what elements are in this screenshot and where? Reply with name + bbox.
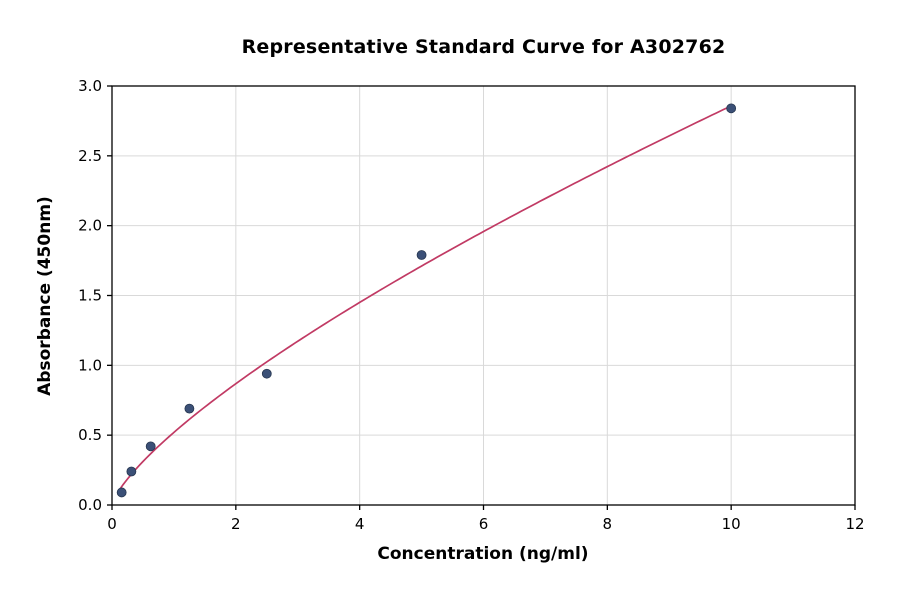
data-point [116,487,127,498]
chart-title: Representative Standard Curve for A30276… [241,36,726,58]
y-tick-label: 0.5 [78,426,102,444]
x-tick-label: 2 [231,515,241,533]
fit-curve [118,105,733,491]
data-point [726,103,737,114]
data-point [126,466,137,477]
y-tick-label: 0.0 [78,496,102,514]
x-tick-label: 10 [722,515,741,533]
y-tick-label: 3.0 [78,77,102,95]
y-tick-label: 1.0 [78,356,102,374]
y-tick-label: 2.0 [78,217,102,235]
data-point [261,368,272,379]
data-point [145,441,156,452]
x-tick-label: 0 [107,515,117,533]
x-tick-label: 12 [845,515,864,533]
x-tick-label: 8 [603,515,613,533]
y-tick-label: 1.5 [78,287,102,305]
x-tick-label: 6 [479,515,489,533]
data-point [184,403,195,414]
data-point [416,250,427,260]
x-axis-label: Concentration (ng/ml) [377,544,589,564]
y-tick-label: 2.5 [78,147,102,165]
x-tick-label: 4 [355,515,365,533]
